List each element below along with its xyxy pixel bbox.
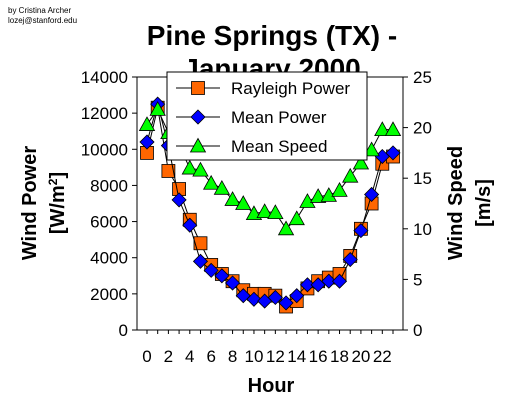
data-point	[331, 273, 348, 289]
left-tick-label: 8000	[90, 176, 128, 195]
right-tick-label: 0	[413, 321, 422, 340]
data-point	[139, 134, 155, 150]
data-point	[149, 101, 166, 116]
data-point	[192, 161, 209, 177]
left-tick-label: 2000	[90, 285, 128, 304]
x-axis-label: Hour	[248, 375, 295, 397]
data-point	[138, 116, 156, 131]
right-axis-ticks: 0 5 10 15 20 25	[403, 68, 432, 340]
data-point	[267, 289, 283, 306]
x-axis-ticks: 0 2 4 6 8 10 12 14 16 18 20 22	[142, 330, 394, 366]
right-tick-label: 10	[413, 220, 432, 239]
data-point	[385, 145, 401, 161]
data-point	[181, 159, 198, 175]
credit-email: lozej@stanford.edu	[8, 16, 77, 25]
left-tick-label: 14000	[81, 68, 128, 87]
data-point	[299, 277, 316, 293]
x-tick-label: 0	[142, 347, 151, 366]
data-point	[384, 121, 402, 137]
x-tick-label: 22	[373, 347, 392, 366]
right-tick-label: 5	[413, 270, 422, 289]
right-tick-label: 25	[413, 68, 432, 87]
credit-author: by Cristina Archer	[8, 6, 71, 15]
data-point	[224, 191, 241, 206]
left-tick-label: 6000	[90, 213, 128, 232]
x-tick-label: 18	[330, 347, 349, 366]
left-tick-label: 0	[119, 321, 128, 340]
data-point	[246, 291, 262, 307]
data-point	[235, 195, 252, 210]
data-point	[278, 295, 294, 311]
y-axis-right-label: Wind Speed	[445, 146, 467, 260]
data-point	[202, 174, 220, 190]
x-tick-label: 4	[185, 347, 194, 366]
data-point	[192, 253, 209, 269]
left-tick-label: 10000	[81, 140, 128, 159]
x-tick-label: 20	[351, 347, 370, 366]
data-point	[321, 273, 337, 289]
right-tick-label: 20	[413, 119, 432, 138]
data-point	[309, 188, 327, 203]
series-layer	[138, 96, 402, 314]
data-point	[277, 220, 295, 236]
chart-title: Pine Springs (TX) -	[147, 20, 397, 51]
legend-label: Mean Speed	[231, 137, 327, 156]
legend-label: Rayleigh Power	[231, 79, 350, 98]
data-point	[374, 121, 391, 137]
data-point	[288, 210, 305, 226]
data-point	[331, 182, 348, 197]
x-tick-label: 12	[266, 347, 285, 366]
data-point	[171, 192, 187, 208]
series-mean-speed	[138, 101, 402, 236]
data-point	[203, 262, 219, 278]
data-point	[364, 186, 380, 203]
x-tick-label: 10	[244, 347, 263, 366]
legend-label: Mean Power	[231, 108, 327, 127]
x-tick-label: 2	[164, 347, 173, 366]
legend-marker	[190, 109, 206, 125]
data-point	[256, 203, 273, 218]
legend-marker	[191, 81, 205, 95]
right-tick-label: 15	[413, 169, 432, 188]
left-tick-label: 4000	[90, 249, 128, 268]
data-point	[182, 217, 198, 233]
data-point	[193, 236, 208, 251]
x-tick-label: 6	[206, 347, 215, 366]
data-point	[363, 141, 380, 157]
left-axis-ticks: 0 2000 4000 6000 8000 10000 12000 14000	[81, 68, 137, 340]
x-tick-label: 14	[287, 347, 306, 366]
left-tick-label: 12000	[81, 104, 128, 123]
x-tick-label: 8	[228, 347, 237, 366]
data-point	[213, 179, 231, 195]
legend-marker	[189, 137, 207, 153]
y-axis-left-unit: [W/m2]	[46, 172, 69, 234]
data-point	[353, 223, 369, 239]
data-point	[161, 164, 176, 178]
data-point	[214, 268, 230, 284]
data-point	[267, 204, 284, 220]
data-point	[289, 288, 305, 304]
y-axis-right-unit: [m/s]	[473, 179, 495, 227]
data-point	[352, 154, 370, 170]
y-axis-left-label: Wind Power	[19, 146, 41, 260]
data-point	[342, 167, 359, 183]
data-point	[342, 251, 358, 268]
legend: Rayleigh Power Mean Power Mean Speed	[166, 71, 368, 161]
data-point	[224, 275, 241, 291]
x-tick-label: 16	[309, 347, 328, 366]
